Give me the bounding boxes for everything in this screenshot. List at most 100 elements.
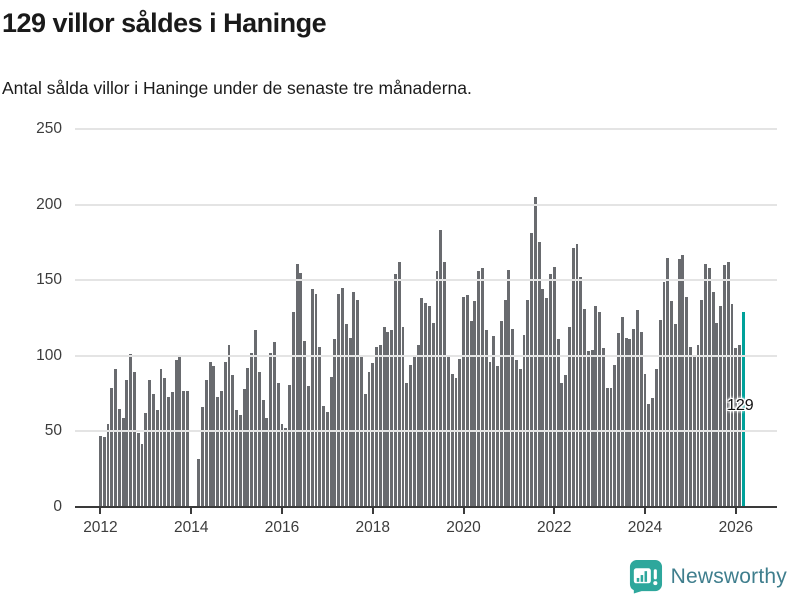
bar [167,396,170,507]
bar [492,336,496,507]
bar [590,349,594,507]
x-axis-tick-label: 2012 [83,519,118,536]
bar [477,271,481,507]
bar [670,301,673,507]
bar [367,372,371,507]
bar [522,334,526,507]
bar [681,254,685,507]
bar [541,289,545,507]
bar [628,339,632,507]
bar [685,296,689,507]
bar [117,408,121,507]
chart-title: 129 villor såldes i Haninge [2,8,327,38]
bar [197,458,201,507]
bar [329,376,333,507]
bar [390,330,394,507]
bar [201,407,204,507]
bar [560,383,564,507]
bar [102,437,106,507]
bar [272,342,276,507]
bar [110,387,114,507]
bar [617,333,621,507]
bar [458,358,462,507]
bar [567,327,571,507]
bar [133,372,136,507]
gridline [75,128,777,130]
bar [174,360,178,507]
bar [170,392,174,507]
x-axis-tick [462,507,465,514]
bar [356,299,360,507]
bar [344,324,348,507]
bar [443,262,447,507]
bar [518,369,522,507]
bar [288,384,291,507]
bar [515,360,518,507]
bar [163,378,167,507]
bar [734,348,738,507]
bar [552,266,556,507]
bar [598,311,602,507]
x-axis-tick-label: 2018 [355,519,390,536]
bar [583,308,586,507]
bar [484,330,488,507]
bar [242,389,246,507]
bar [307,386,310,507]
bar [533,197,537,507]
bar [325,411,329,507]
bar [254,330,257,507]
bar [401,327,405,507]
bar [348,337,352,507]
y-axis-tick-label: 0 [53,498,62,515]
bar [462,296,465,507]
bars [99,129,759,507]
bar [235,410,239,507]
x-axis-tick [553,507,556,514]
x-axis-tick-label: 2014 [173,519,209,536]
bar [526,299,530,507]
x-axis-tick [734,507,737,514]
bar [435,271,439,507]
x-axis-tick-label: 2024 [627,519,663,536]
bar [571,248,575,507]
bar [295,263,299,507]
bar [182,390,186,507]
bar [496,366,499,507]
bar [250,352,254,507]
bar [677,259,681,507]
bar [704,263,707,507]
y-axis-tick-label: 150 [36,271,62,289]
chart-subtitle: Antal sålda villor i Haninge under de se… [2,78,472,98]
bar [204,380,208,507]
bar [238,414,242,507]
bar [545,298,549,507]
bar [730,304,734,507]
x-axis-tick-label: 2016 [264,519,300,536]
y-axis-tick-label: 100 [36,346,62,364]
bar [719,305,723,507]
bar [208,361,212,507]
bar [586,351,590,507]
bar [465,295,469,507]
bar [605,387,609,507]
bar [378,345,382,507]
y-axis-tick-label: 200 [36,195,62,213]
bar [148,380,152,507]
bar [99,435,102,507]
bar [125,380,129,507]
bar [375,346,378,507]
bar [284,428,288,507]
bar [299,272,303,507]
bar [322,405,326,507]
gridline [75,354,777,357]
y-axis-tick-label: 250 [36,120,62,137]
bar [382,327,386,507]
bar [280,423,284,507]
bar [537,242,541,507]
bar [647,404,651,507]
bar [738,345,742,507]
bar [257,372,261,507]
bar [439,230,443,507]
bar [227,345,231,507]
x-axis-tick [99,507,102,514]
